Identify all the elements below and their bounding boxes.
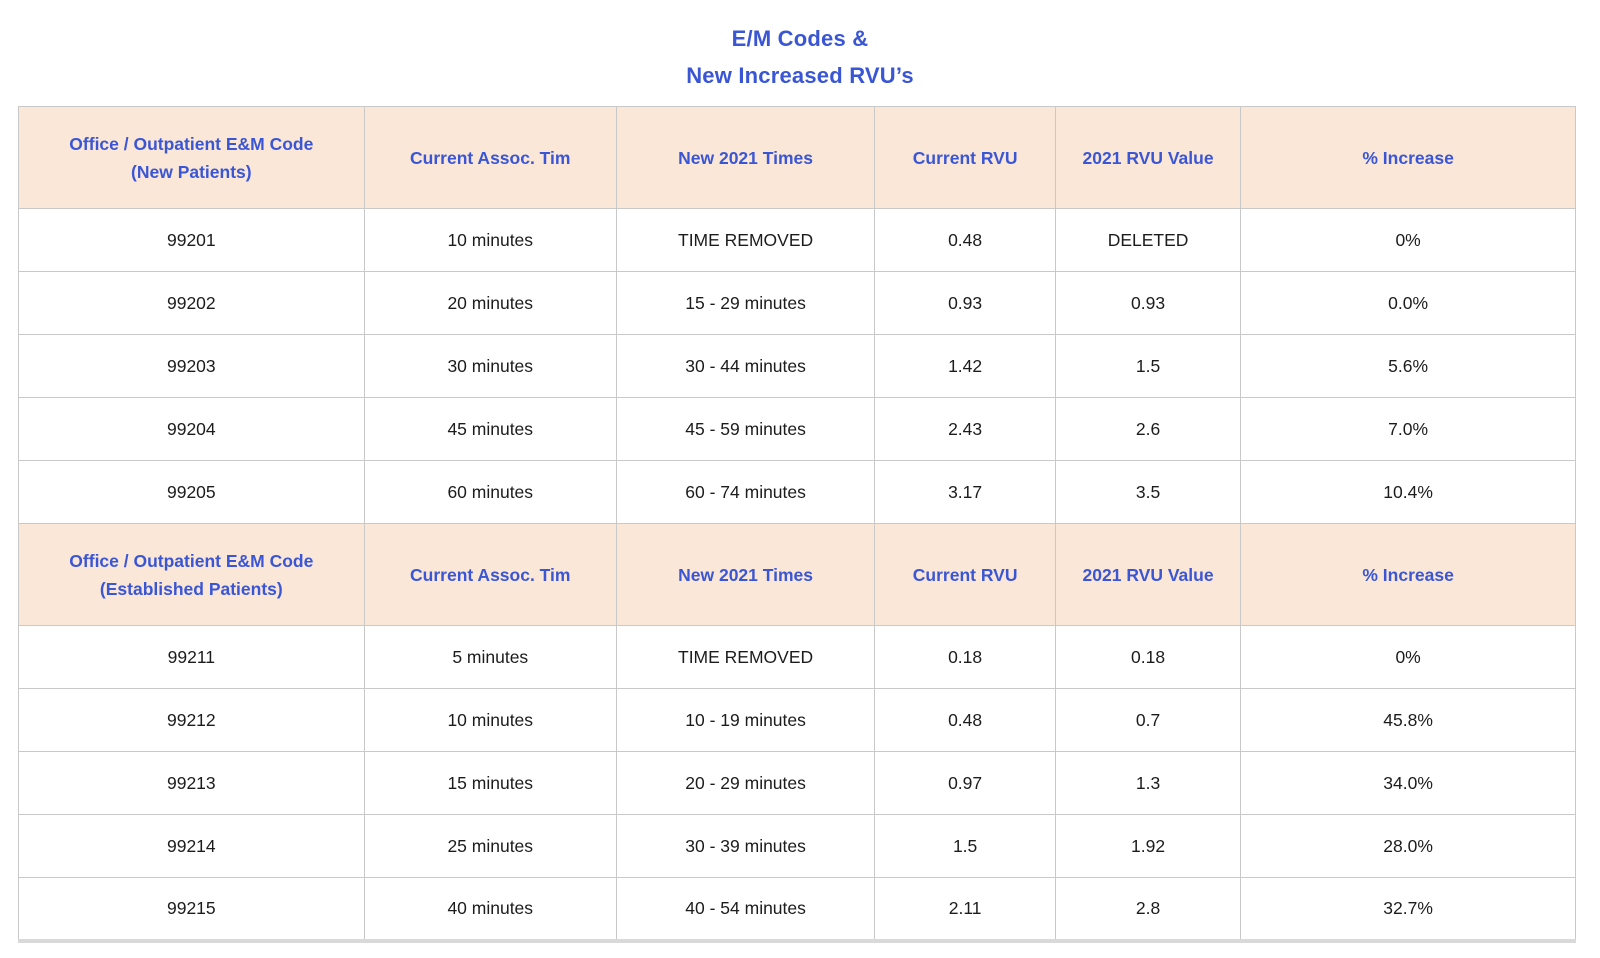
table-cell: 15 minutes — [363, 751, 617, 815]
table-row: 99213 15 minutes 20 - 29 minutes 0.97 1.3 34.… — [18, 751, 1576, 815]
table-cell: 1.42 — [874, 334, 1056, 398]
table-cell: 30 - 44 minutes — [615, 334, 876, 398]
table-cell: 0% — [1240, 625, 1576, 689]
header-row: Office / Outpatient E&M Code (New Patien… — [18, 106, 1576, 209]
table-cell: DELETED — [1054, 208, 1242, 272]
table-cell: 5 minutes — [363, 625, 617, 689]
table-cell: 0.93 — [874, 271, 1056, 335]
header-line: Office / Outpatient E&M Code — [69, 550, 314, 571]
table-cell: 99203 — [18, 334, 365, 398]
table-cell: 30 - 39 minutes — [615, 814, 876, 878]
table-cell: 10 minutes — [363, 688, 617, 752]
table-cell: 30 minutes — [363, 334, 617, 398]
column-header-current-assoc-time: Current Assoc. Tim — [363, 523, 617, 626]
column-header-percent-increase: % Increase — [1240, 106, 1576, 209]
table-cell: 3.17 — [874, 460, 1056, 524]
table-cell: 3.5 — [1054, 460, 1242, 524]
table-row: 99212 10 minutes 10 - 19 minutes 0.48 0.7 45.… — [18, 688, 1576, 752]
table-cell: 2.6 — [1054, 397, 1242, 461]
table-row: 99214 25 minutes 30 - 39 minutes 1.5 1.92 28.… — [18, 814, 1576, 878]
column-header-current-assoc-time: Current Assoc. Tim — [363, 106, 617, 209]
table-cell: 1.5 — [874, 814, 1056, 878]
table-cell: 0.97 — [874, 751, 1056, 815]
table-cell: 45 - 59 minutes — [615, 397, 876, 461]
table-row: 99215 40 minutes 40 - 54 minutes 2.11 2.8 32.… — [18, 877, 1576, 941]
table-cell: 0.93 — [1054, 271, 1242, 335]
page-title: E/M Codes & New Increased RVU’s — [0, 0, 1600, 94]
table-cell: 10 - 19 minutes — [615, 688, 876, 752]
table-cell: 5.6% — [1240, 334, 1576, 398]
column-header-current-rvu: Current RVU — [874, 106, 1056, 209]
table-cell: 40 minutes — [363, 877, 617, 941]
table-cell: 0% — [1240, 208, 1576, 272]
table-cell: 25 minutes — [363, 814, 617, 878]
table-cell: 99202 — [18, 271, 365, 335]
table-cell: 99213 — [18, 751, 365, 815]
em-codes-rvu-table: Office / Outpatient E&M Code (New Patien… — [18, 106, 1576, 943]
table-cell: TIME REMOVED — [615, 625, 876, 689]
table-cell: 0.7 — [1054, 688, 1242, 752]
table-cell: 99214 — [18, 814, 365, 878]
header-line: (New Patients) — [131, 161, 252, 182]
table-cell: 7.0% — [1240, 397, 1576, 461]
header-line: Office / Outpatient E&M Code — [69, 133, 314, 154]
table-row: 99203 30 minutes 30 - 44 minutes 1.42 1.5 5.6… — [18, 334, 1576, 398]
table-cell: 34.0% — [1240, 751, 1576, 815]
header-row: Office / Outpatient E&M Code (Establishe… — [18, 523, 1576, 626]
table-row: 99211 5 minutes TIME REMOVED 0.18 0.18 0% — [18, 625, 1576, 689]
title-line-2: New Increased RVU’s — [686, 63, 914, 88]
column-header-percent-increase: % Increase — [1240, 523, 1576, 626]
section-header-established-patients: Office / Outpatient E&M Code (Establishe… — [18, 523, 1576, 626]
table-row: 99205 60 minutes 60 - 74 minutes 3.17 3.5 10.… — [18, 460, 1576, 524]
table-cell: 1.5 — [1054, 334, 1242, 398]
table-cell: 0.18 — [1054, 625, 1242, 689]
table-cell: 60 - 74 minutes — [615, 460, 876, 524]
table-cell: 15 - 29 minutes — [615, 271, 876, 335]
table-cell: 0.0% — [1240, 271, 1576, 335]
table-cell: 2.43 — [874, 397, 1056, 461]
table-cell: 2.8 — [1054, 877, 1242, 941]
table-cell: 0.48 — [874, 688, 1056, 752]
table-cell: 99212 — [18, 688, 365, 752]
table-cell: 20 - 29 minutes — [615, 751, 876, 815]
column-header-new-2021-times: New 2021 Times — [615, 106, 876, 209]
table-cell: TIME REMOVED — [615, 208, 876, 272]
table-cell: 1.92 — [1054, 814, 1242, 878]
table-row: 99202 20 minutes 15 - 29 minutes 0.93 0.93 0.… — [18, 271, 1576, 335]
table-cell: 32.7% — [1240, 877, 1576, 941]
table-cell: 99201 — [18, 208, 365, 272]
title-line-1: E/M Codes & — [731, 26, 869, 51]
table-cell: 99205 — [18, 460, 365, 524]
table-cell: 10.4% — [1240, 460, 1576, 524]
table-cell: 60 minutes — [363, 460, 617, 524]
column-header-new-2021-times: New 2021 Times — [615, 523, 876, 626]
column-header-em-code-new: Office / Outpatient E&M Code (New Patien… — [18, 106, 365, 209]
table-cell: 40 - 54 minutes — [615, 877, 876, 941]
table-cell: 99215 — [18, 877, 365, 941]
table-cell: 0.48 — [874, 208, 1056, 272]
table-cell: 45.8% — [1240, 688, 1576, 752]
table-cell: 99211 — [18, 625, 365, 689]
table-cell: 2.11 — [874, 877, 1056, 941]
header-line: (Established Patients) — [99, 578, 283, 599]
table-body-established-patients: 99211 5 minutes TIME REMOVED 0.18 0.18 0% 9921… — [18, 625, 1576, 941]
table-cell: 0.18 — [874, 625, 1056, 689]
table-cell: 28.0% — [1240, 814, 1576, 878]
column-header-current-rvu: Current RVU — [874, 523, 1056, 626]
section-header-new-patients: Office / Outpatient E&M Code (New Patien… — [18, 106, 1576, 209]
table-row: 99201 10 minutes TIME REMOVED 0.48 DELETED 0% — [18, 208, 1576, 272]
table-cell: 10 minutes — [363, 208, 617, 272]
table-cell: 99204 — [18, 397, 365, 461]
table-cell: 1.3 — [1054, 751, 1242, 815]
column-header-2021-rvu-value: 2021 RVU Value — [1054, 106, 1242, 209]
table-cell: 20 minutes — [363, 271, 617, 335]
table-body-new-patients: 99201 10 minutes TIME REMOVED 0.48 DELETED 0%… — [18, 208, 1576, 524]
table-cell: 45 minutes — [363, 397, 617, 461]
column-header-2021-rvu-value: 2021 RVU Value — [1054, 523, 1242, 626]
table-row: 99204 45 minutes 45 - 59 minutes 2.43 2.6 7.0… — [18, 397, 1576, 461]
column-header-em-code-established: Office / Outpatient E&M Code (Establishe… — [18, 523, 365, 626]
